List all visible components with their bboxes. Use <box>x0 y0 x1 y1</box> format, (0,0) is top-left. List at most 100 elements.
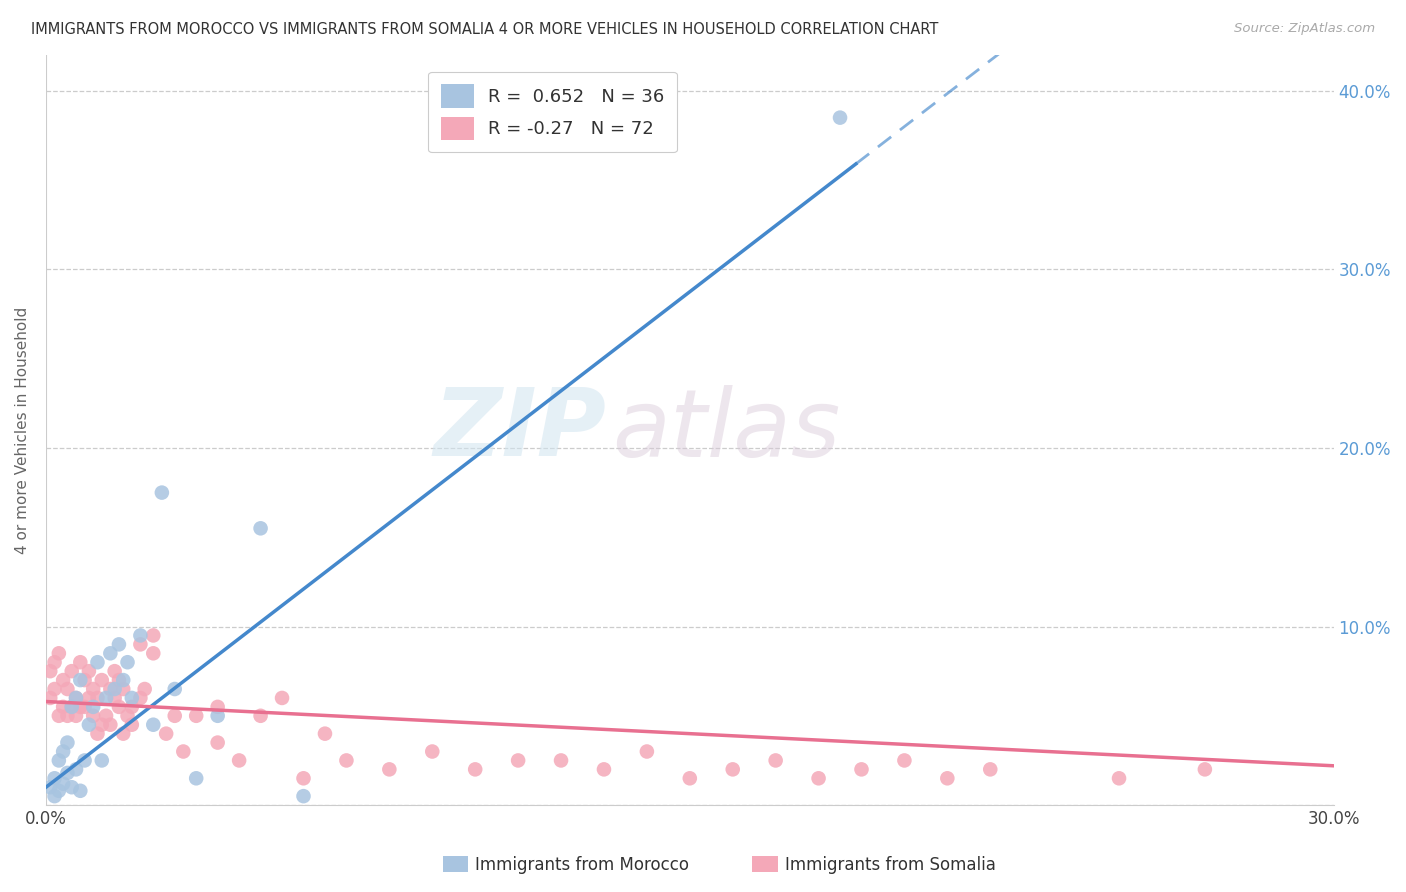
Point <box>39 664 62 678</box>
Point <box>52 699 75 714</box>
Text: atlas: atlas <box>613 384 841 475</box>
Point <box>90 717 112 731</box>
Y-axis label: 4 or more Vehicles in Household: 4 or more Vehicles in Household <box>15 307 30 554</box>
Point <box>108 699 131 714</box>
Point <box>98 681 121 696</box>
Point <box>104 690 127 705</box>
Point <box>44 655 66 669</box>
Point <box>77 664 100 678</box>
Point <box>593 763 616 777</box>
Point <box>112 726 135 740</box>
Point <box>186 708 208 723</box>
Point <box>82 681 104 696</box>
Point <box>851 763 873 777</box>
Point <box>60 780 83 795</box>
Text: Immigrants from Morocco: Immigrants from Morocco <box>475 856 689 874</box>
Point <box>77 717 100 731</box>
Point <box>82 708 104 723</box>
Point <box>82 699 104 714</box>
Point <box>48 646 70 660</box>
Point <box>56 708 79 723</box>
Point <box>142 628 165 642</box>
Point <box>828 111 851 125</box>
Point <box>121 690 143 705</box>
Point <box>52 673 75 687</box>
Point <box>129 690 152 705</box>
Point <box>44 772 66 786</box>
Point <box>94 690 117 705</box>
Point <box>73 699 96 714</box>
Point <box>314 726 336 740</box>
Point <box>129 628 152 642</box>
Point <box>1194 763 1216 777</box>
Point <box>65 690 87 705</box>
Point <box>56 735 79 749</box>
Point <box>134 681 156 696</box>
Point <box>271 690 294 705</box>
Text: Immigrants from Somalia: Immigrants from Somalia <box>785 856 995 874</box>
Text: ZIP: ZIP <box>433 384 606 476</box>
Point <box>86 690 108 705</box>
Point <box>1108 772 1130 786</box>
Point <box>979 763 1001 777</box>
Point <box>249 708 271 723</box>
Point <box>65 708 87 723</box>
Point <box>90 673 112 687</box>
Point <box>292 772 315 786</box>
Text: IMMIGRANTS FROM MOROCCO VS IMMIGRANTS FROM SOMALIA 4 OR MORE VEHICLES IN HOUSEHO: IMMIGRANTS FROM MOROCCO VS IMMIGRANTS FR… <box>31 22 938 37</box>
Point <box>508 754 530 768</box>
Point <box>121 717 143 731</box>
Point <box>108 673 131 687</box>
Point <box>117 655 139 669</box>
Point <box>112 681 135 696</box>
Point <box>48 784 70 798</box>
Point <box>86 726 108 740</box>
Point <box>207 735 229 749</box>
Point <box>77 690 100 705</box>
Text: Source: ZipAtlas.com: Source: ZipAtlas.com <box>1234 22 1375 36</box>
Point <box>48 754 70 768</box>
Point <box>117 708 139 723</box>
Point <box>112 673 135 687</box>
Point <box>104 681 127 696</box>
Point <box>73 673 96 687</box>
Point <box>378 763 401 777</box>
Point <box>69 784 91 798</box>
Point <box>86 655 108 669</box>
Point <box>936 772 959 786</box>
Point <box>129 637 152 651</box>
Point <box>56 681 79 696</box>
Point <box>108 637 131 651</box>
Point <box>636 745 658 759</box>
Point <box>142 717 165 731</box>
Point <box>39 690 62 705</box>
Point <box>172 745 194 759</box>
Point <box>163 681 186 696</box>
Point <box>69 673 91 687</box>
Point <box>69 699 91 714</box>
Point <box>721 763 744 777</box>
Point <box>52 777 75 791</box>
Point <box>48 708 70 723</box>
Point <box>121 699 143 714</box>
Point <box>60 699 83 714</box>
Point <box>807 772 830 786</box>
Point <box>228 754 250 768</box>
Point <box>73 754 96 768</box>
Point <box>186 772 208 786</box>
Point <box>65 690 87 705</box>
Point <box>94 708 117 723</box>
Point <box>65 763 87 777</box>
Point <box>98 646 121 660</box>
Point <box>765 754 787 768</box>
Point <box>44 789 66 804</box>
Point <box>550 754 572 768</box>
Point <box>150 485 173 500</box>
Point <box>207 708 229 723</box>
Point <box>60 664 83 678</box>
Point <box>60 699 83 714</box>
Point <box>155 726 177 740</box>
Point <box>52 745 75 759</box>
Point <box>90 754 112 768</box>
Point <box>56 766 79 780</box>
